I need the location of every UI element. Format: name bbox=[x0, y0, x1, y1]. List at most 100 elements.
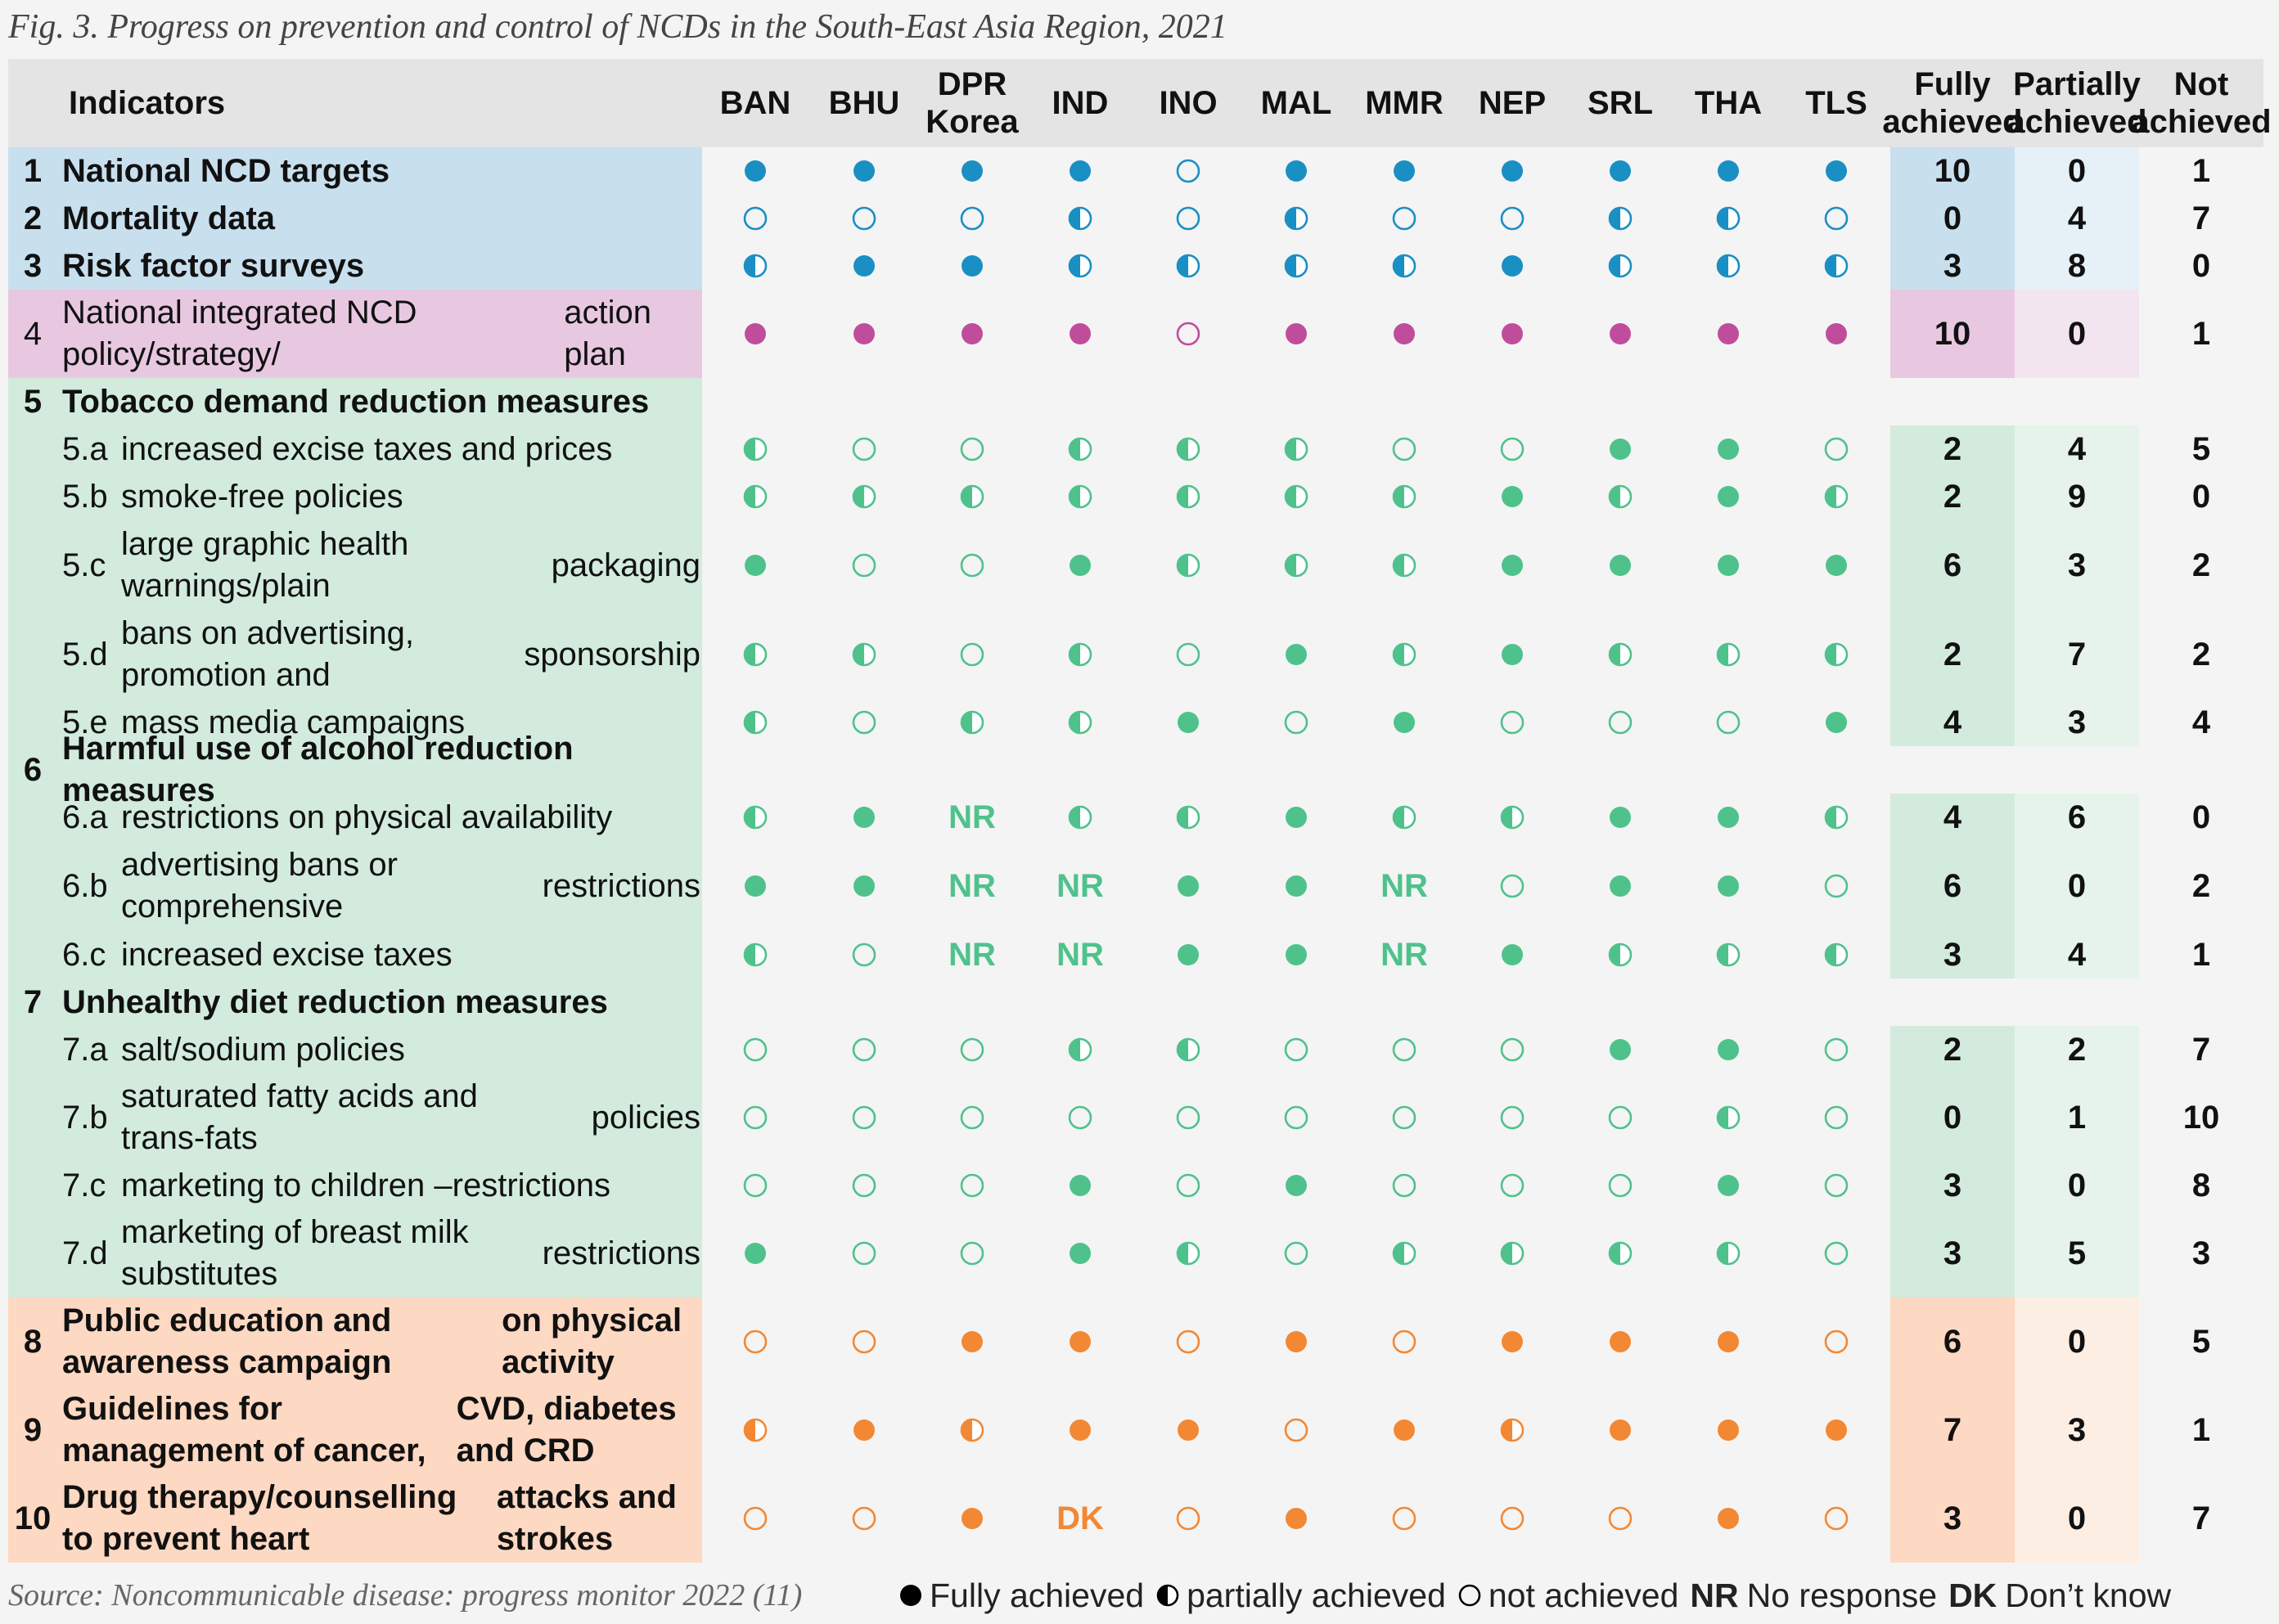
status-cell bbox=[1139, 610, 1237, 699]
status-cell: NR bbox=[1031, 931, 1129, 978]
status-cell bbox=[1679, 794, 1777, 841]
partially-achieved-marker bbox=[1392, 553, 1416, 578]
row-label-background bbox=[8, 425, 702, 473]
fully-achieved-marker bbox=[1286, 323, 1307, 344]
partially-achieved-marker bbox=[960, 484, 984, 509]
not-achieved-marker bbox=[1824, 874, 1849, 898]
fully-achieved-marker bbox=[1286, 644, 1307, 665]
status-cell bbox=[1247, 290, 1345, 378]
not-achieved-marker bbox=[852, 1173, 876, 1198]
not-achieved-marker bbox=[1176, 1173, 1200, 1198]
status-cell bbox=[1247, 841, 1345, 931]
fully-achieved-count: 10 bbox=[1934, 152, 1971, 189]
fully-achieved-marker bbox=[745, 555, 766, 576]
sub-indicator-code: 5.d bbox=[62, 636, 108, 673]
status-cell bbox=[706, 425, 804, 473]
fully-achieved-marker bbox=[1718, 807, 1739, 828]
status-cell bbox=[1571, 1474, 1669, 1563]
row-label-background bbox=[8, 1209, 702, 1298]
fully-achieved-background bbox=[1890, 242, 2015, 290]
partially-achieved-count: 5 bbox=[2067, 1235, 2087, 1271]
partially-achieved-marker bbox=[960, 710, 984, 735]
fully-achieved-marker bbox=[1610, 1331, 1631, 1352]
status-cell bbox=[1679, 520, 1777, 610]
not-achieved-marker bbox=[852, 1037, 876, 1062]
status-cell bbox=[1139, 290, 1237, 378]
status-cell: NR bbox=[923, 841, 1021, 931]
indicator-label: Harmful use of alcohol reduction measure… bbox=[62, 731, 574, 808]
status-cell bbox=[923, 242, 1021, 290]
status-cell bbox=[815, 841, 913, 931]
status-cell bbox=[1355, 290, 1453, 378]
status-cell bbox=[1031, 195, 1129, 242]
status-cell bbox=[1355, 195, 1453, 242]
partially-achieved-marker bbox=[743, 254, 768, 278]
status-cell bbox=[1247, 425, 1345, 473]
row-label-background bbox=[8, 610, 702, 699]
status-cell bbox=[1463, 242, 1561, 290]
fully-achieved-marker bbox=[962, 1331, 983, 1352]
not-achieved-count: 0 bbox=[2191, 799, 2211, 835]
status-cell bbox=[1463, 147, 1561, 195]
not-achieved-marker bbox=[852, 942, 876, 967]
status-cell bbox=[706, 242, 804, 290]
status-cell bbox=[1571, 1298, 1669, 1386]
not-achieved-marker bbox=[1824, 1037, 1849, 1062]
no-response-label: NR bbox=[948, 799, 996, 835]
status-cell bbox=[1571, 841, 1669, 931]
row-label-background bbox=[8, 1162, 702, 1209]
fully-achieved-marker bbox=[1070, 1243, 1091, 1264]
partially-achieved-marker bbox=[1716, 254, 1741, 278]
fully-achieved-marker bbox=[853, 160, 875, 182]
partially-achieved-marker bbox=[1716, 206, 1741, 231]
status-cell bbox=[1463, 1386, 1561, 1474]
not-achieved-marker bbox=[1824, 1506, 1849, 1531]
full-circle-icon bbox=[900, 1585, 921, 1606]
legend-label: Don’t know bbox=[2005, 1576, 2172, 1614]
partially-achieved-background bbox=[2015, 520, 2139, 610]
not-achieved-marker bbox=[960, 553, 984, 578]
status-cell bbox=[706, 1026, 804, 1073]
partially-achieved-marker bbox=[960, 1418, 984, 1442]
status-cell bbox=[1247, 147, 1345, 195]
row-label-background bbox=[8, 1474, 702, 1563]
status-cell bbox=[1571, 147, 1669, 195]
not-achieved-marker bbox=[1500, 1173, 1525, 1198]
partially-achieved-marker bbox=[1824, 254, 1849, 278]
no-response-label: NR bbox=[1380, 867, 1428, 904]
source-note: Source: Noncommunicable disease: progres… bbox=[8, 1578, 803, 1613]
empty-circle-icon bbox=[1458, 1584, 1481, 1607]
partially-achieved-marker bbox=[1824, 805, 1849, 830]
not-achieved-marker bbox=[1176, 642, 1200, 667]
fully-achieved-count: 10 bbox=[1934, 315, 1971, 352]
fully-achieved-marker bbox=[1826, 1419, 1847, 1441]
status-cell bbox=[1139, 195, 1237, 242]
fully-achieved-marker bbox=[1394, 323, 1415, 344]
partially-achieved-marker bbox=[1608, 254, 1633, 278]
fully-achieved-marker bbox=[1178, 875, 1199, 897]
status-cell bbox=[1355, 1162, 1453, 1209]
no-response-label: NR bbox=[1056, 936, 1104, 973]
not-achieved-marker bbox=[743, 1329, 768, 1354]
partially-achieved-background bbox=[2015, 147, 2139, 195]
status-cell: NR bbox=[1355, 841, 1453, 931]
fully-achieved-marker bbox=[1070, 1419, 1091, 1441]
partially-achieved-marker bbox=[1500, 1418, 1525, 1442]
header-country: IND bbox=[1052, 85, 1109, 121]
fully-achieved-marker bbox=[1178, 712, 1199, 733]
status-cell bbox=[815, 1073, 913, 1162]
not-achieved-marker bbox=[743, 206, 768, 231]
status-cell bbox=[815, 473, 913, 520]
status-cell bbox=[1463, 290, 1561, 378]
partially-achieved-count: 0 bbox=[2067, 152, 2087, 189]
fully-achieved-marker bbox=[1502, 944, 1523, 965]
fully-achieved-marker bbox=[1718, 439, 1739, 460]
status-cell bbox=[1463, 610, 1561, 699]
partially-achieved-marker bbox=[1608, 942, 1633, 967]
partially-achieved-marker bbox=[1500, 1241, 1525, 1266]
fully-achieved-marker bbox=[1718, 160, 1739, 182]
status-cell bbox=[1787, 473, 1885, 520]
status-cell: NR bbox=[1031, 841, 1129, 931]
status-cell bbox=[1139, 1026, 1237, 1073]
